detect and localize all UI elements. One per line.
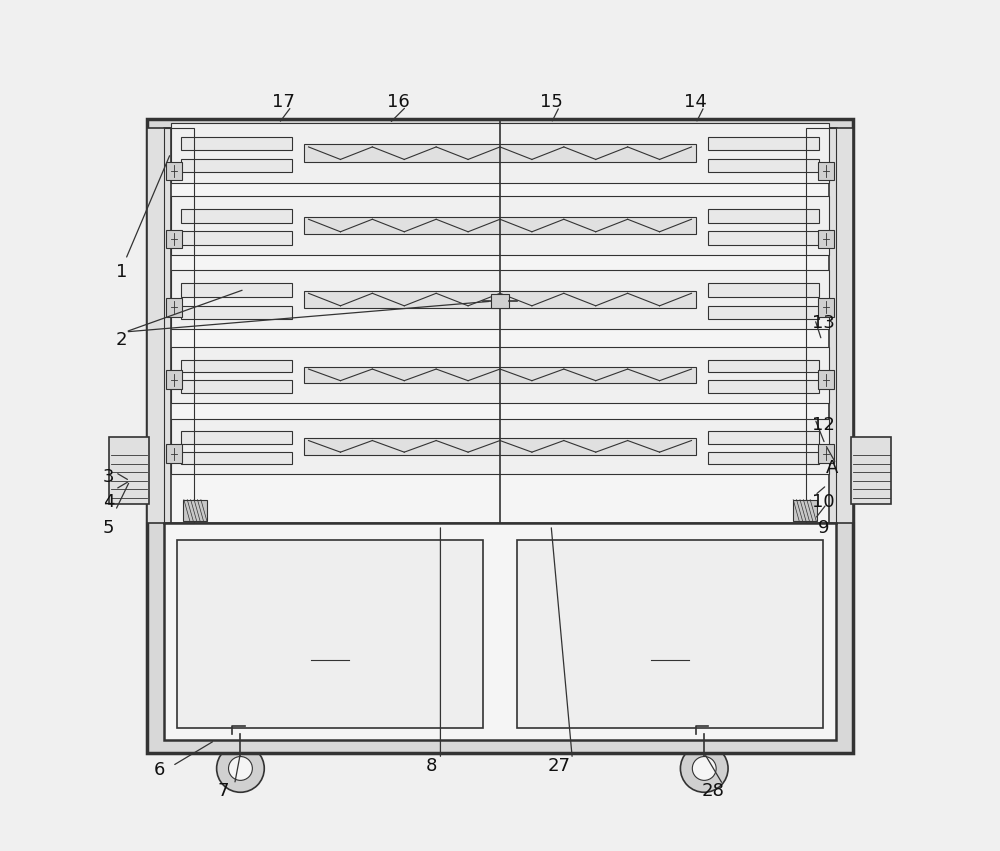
Bar [708, 360, 819, 372]
Bar [181, 231, 292, 244]
Text: 1: 1 [116, 263, 127, 282]
Bar [109, 437, 149, 504]
Text: A: A [826, 459, 838, 477]
Bar [708, 137, 819, 150]
Text: 10: 10 [812, 493, 835, 511]
Bar [818, 230, 834, 248]
Bar [708, 380, 819, 392]
Bar [708, 431, 819, 443]
Bar [181, 209, 292, 223]
Bar [181, 137, 292, 150]
Bar [304, 144, 696, 162]
Bar [793, 500, 817, 521]
Text: 17: 17 [272, 93, 294, 111]
Bar [171, 123, 829, 183]
Bar [181, 360, 292, 372]
Bar [806, 128, 836, 523]
Bar [166, 298, 182, 317]
Bar [708, 209, 819, 223]
Bar [517, 540, 823, 728]
Text: 9: 9 [818, 518, 829, 537]
Text: 13: 13 [812, 314, 835, 333]
Circle shape [229, 757, 252, 780]
Bar [147, 119, 853, 753]
Bar [181, 306, 292, 318]
Circle shape [692, 757, 716, 780]
Circle shape [680, 745, 728, 792]
Bar [166, 230, 182, 248]
Bar [851, 437, 891, 504]
Text: 14: 14 [684, 93, 707, 111]
Text: 5: 5 [103, 518, 114, 537]
Bar [181, 431, 292, 443]
Bar [708, 283, 819, 297]
Bar [818, 162, 834, 180]
Text: 8: 8 [426, 757, 438, 775]
Bar [181, 159, 292, 172]
Bar [304, 291, 696, 308]
Bar [304, 438, 696, 454]
Bar [818, 444, 834, 463]
Bar [166, 370, 182, 389]
Bar [171, 270, 829, 329]
Bar [166, 444, 182, 463]
Bar [147, 128, 171, 523]
Bar [164, 128, 836, 523]
Text: 16: 16 [387, 93, 409, 111]
Text: 3: 3 [103, 467, 114, 486]
Bar [164, 128, 194, 523]
Bar [708, 306, 819, 318]
Bar [304, 367, 696, 383]
Bar [183, 500, 207, 521]
Text: 12: 12 [812, 416, 835, 435]
Bar [171, 196, 829, 255]
Bar [177, 540, 483, 728]
Text: 7: 7 [218, 782, 229, 801]
Bar [181, 283, 292, 297]
Bar [147, 523, 853, 753]
Text: 28: 28 [701, 782, 724, 801]
Bar [818, 298, 834, 317]
Bar [708, 159, 819, 172]
Circle shape [217, 745, 264, 792]
Bar [164, 523, 836, 740]
Text: 2: 2 [116, 331, 127, 350]
Bar [818, 370, 834, 389]
Bar [181, 452, 292, 464]
Bar [708, 452, 819, 464]
Text: 6: 6 [154, 761, 165, 780]
Bar [304, 216, 696, 234]
Text: 27: 27 [548, 757, 571, 775]
Text: 15: 15 [540, 93, 562, 111]
Bar [171, 347, 829, 403]
Bar [166, 162, 182, 180]
Bar [171, 419, 829, 474]
Text: 4: 4 [103, 493, 114, 511]
Bar [181, 380, 292, 392]
Bar [829, 128, 853, 523]
Bar [491, 294, 509, 308]
Bar [708, 231, 819, 244]
